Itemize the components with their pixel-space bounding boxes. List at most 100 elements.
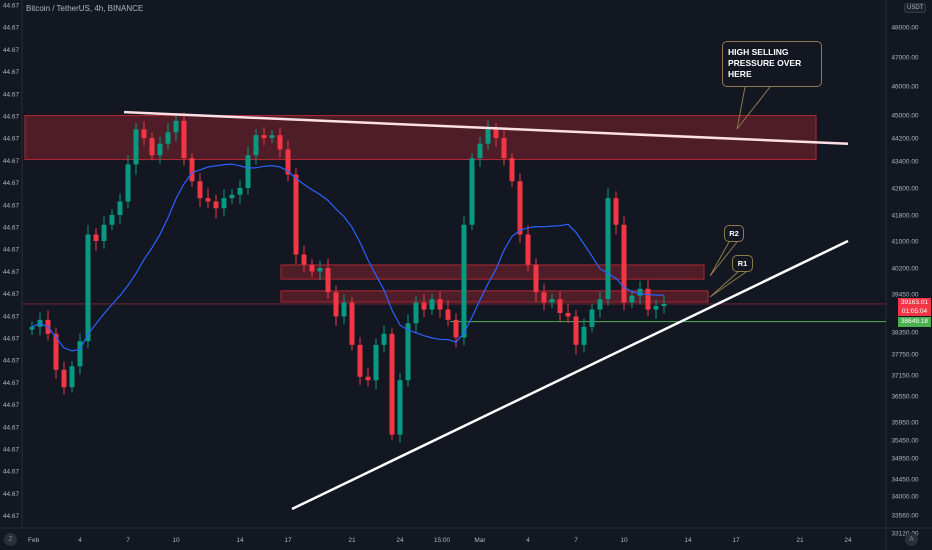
candle-body bbox=[53, 333, 59, 370]
candle-body bbox=[77, 341, 83, 367]
price-tick-label: 43400.00 bbox=[891, 159, 918, 166]
candle-body bbox=[349, 302, 355, 345]
price-tick-label: 38350.00 bbox=[891, 330, 918, 337]
price-tick-label: 46000.00 bbox=[891, 84, 918, 91]
candle-body bbox=[277, 135, 283, 150]
candle-body bbox=[141, 129, 147, 138]
candle-body bbox=[293, 174, 299, 255]
price-tick-label: 47000.00 bbox=[891, 55, 918, 62]
time-tick-label: 21 bbox=[796, 537, 804, 544]
time-tick-label: 10 bbox=[172, 537, 180, 544]
candle-body bbox=[317, 268, 323, 272]
candle-body bbox=[221, 198, 227, 209]
candle-body bbox=[621, 224, 627, 303]
candle-body bbox=[149, 138, 155, 156]
price-tick-label: 48000.00 bbox=[891, 25, 918, 32]
candle-body bbox=[69, 366, 75, 388]
candle-body bbox=[501, 138, 507, 159]
callout-pointer bbox=[736, 86, 771, 130]
price-tick-label: 34950.00 bbox=[891, 456, 918, 463]
left-scale-tick-label: 44.67 bbox=[3, 180, 20, 187]
candle-body bbox=[229, 194, 235, 199]
candle-body bbox=[405, 323, 411, 381]
candle-body bbox=[581, 326, 587, 345]
left-scale-tick-label: 44.67 bbox=[3, 3, 20, 10]
candle-body bbox=[605, 198, 611, 300]
candle-body bbox=[109, 215, 115, 225]
candle-body bbox=[453, 319, 459, 338]
candle-body bbox=[61, 369, 67, 388]
candle-body bbox=[389, 333, 395, 435]
candle-body bbox=[629, 295, 635, 303]
candle-body bbox=[173, 120, 179, 133]
callout-text: HIGH SELLING PRESSURE OVER HERE bbox=[728, 47, 802, 79]
candle-body bbox=[117, 201, 123, 215]
left-scale-tick-label: 44.67 bbox=[3, 269, 20, 276]
currency-badge[interactable]: USDT bbox=[904, 3, 927, 13]
candle-body bbox=[461, 224, 467, 338]
left-scale-tick-label: 44.67 bbox=[3, 469, 20, 476]
left-scale-tick-label: 44.67 bbox=[3, 447, 20, 454]
ascending-trendline bbox=[291, 239, 849, 511]
candle-body bbox=[85, 234, 91, 342]
candle-body bbox=[285, 149, 291, 175]
price-tick-label: 34450.00 bbox=[891, 477, 918, 484]
candle-body bbox=[421, 302, 427, 310]
r1-callout[interactable]: R1 bbox=[732, 255, 753, 272]
left-scale-tick-label: 44.67 bbox=[3, 247, 20, 254]
high-selling-callout[interactable]: HIGH SELLING PRESSURE OVER HERE bbox=[722, 41, 822, 87]
left-scale-tick-label: 44.67 bbox=[3, 402, 20, 409]
r2-callout[interactable]: R2 bbox=[724, 225, 744, 242]
left-scale-tick-label: 44.67 bbox=[3, 25, 20, 32]
time-tick-label: 24 bbox=[396, 537, 404, 544]
candle-body bbox=[93, 234, 99, 241]
left-scale-tick-label: 44.67 bbox=[3, 313, 20, 320]
price-tick-label: 35450.00 bbox=[891, 438, 918, 445]
candle-body bbox=[253, 135, 259, 156]
left-scale-tick-label: 44.67 bbox=[3, 202, 20, 209]
left-scale-tick-label: 44.67 bbox=[3, 513, 20, 520]
candle-body bbox=[477, 143, 483, 159]
candle-body bbox=[445, 309, 451, 320]
time-tick-label: 14 bbox=[236, 537, 244, 544]
candle-body bbox=[541, 292, 547, 303]
candle-body bbox=[269, 135, 275, 138]
zone-r2 bbox=[280, 264, 705, 280]
price-tick-label: 36550.00 bbox=[891, 394, 918, 401]
time-tick-label: 17 bbox=[284, 537, 292, 544]
candle-body bbox=[365, 376, 371, 381]
price-tick-label: 39450.00 bbox=[891, 292, 918, 299]
candle-body bbox=[125, 164, 131, 202]
time-tick-label: 7 bbox=[126, 537, 130, 544]
time-tick-label: 4 bbox=[526, 537, 530, 544]
candle-body bbox=[645, 288, 651, 310]
left-scale-tick-label: 44.67 bbox=[3, 225, 20, 232]
left-scale-tick-label: 44.67 bbox=[3, 158, 20, 165]
price-tick-label: 33120.00 bbox=[891, 531, 918, 538]
left-scale-tick-label: 44.67 bbox=[3, 380, 20, 387]
candle-body bbox=[549, 299, 555, 303]
callout-pointer bbox=[709, 271, 747, 298]
zoom-reset-button[interactable]: Z bbox=[4, 533, 17, 546]
candle-body bbox=[661, 303, 667, 307]
candle-body bbox=[325, 268, 331, 293]
candle-body bbox=[397, 380, 403, 435]
time-tick-label: Mar bbox=[474, 537, 486, 544]
candle-body bbox=[333, 292, 339, 317]
candle-body bbox=[381, 333, 387, 345]
left-scale-tick-label: 44.67 bbox=[3, 491, 20, 498]
candle-body bbox=[429, 299, 435, 310]
candle-body bbox=[181, 120, 187, 159]
time-tick-label: 24 bbox=[844, 537, 852, 544]
candle-body bbox=[469, 158, 475, 225]
candle-body bbox=[637, 288, 643, 296]
time-tick-label: Feb bbox=[28, 537, 40, 544]
candle-body bbox=[101, 224, 107, 241]
candle-body bbox=[557, 299, 563, 313]
candle-body bbox=[373, 344, 379, 381]
support-price-tag: 38649.18 bbox=[898, 317, 931, 327]
candle-body bbox=[573, 316, 579, 345]
auto-scale-button[interactable]: A bbox=[905, 533, 918, 546]
price-tick-label: 33560.00 bbox=[891, 513, 918, 520]
